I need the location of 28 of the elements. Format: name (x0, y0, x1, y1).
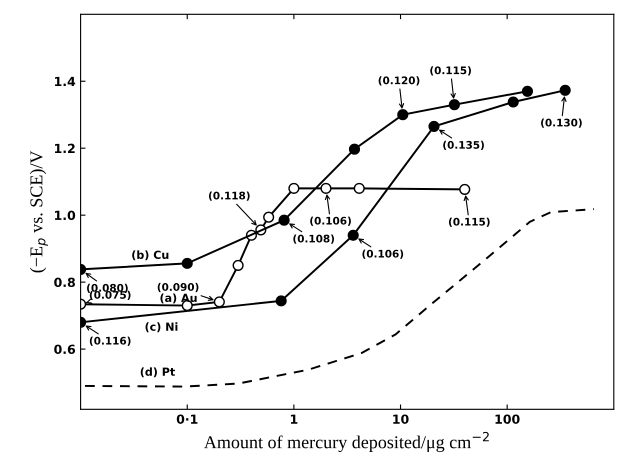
y-tick-label: 0.6 (54, 344, 76, 354)
y-tick-label: 1.4 (55, 76, 76, 86)
annotation: (0.120) (378, 76, 420, 86)
y-tick-label: 0.8 (54, 278, 75, 288)
annotation: (0.115) (448, 218, 490, 227)
x-tick-label: 100 (496, 414, 520, 424)
annotation: (0.130) (541, 118, 582, 128)
x-tick-label: 10 (393, 414, 409, 424)
annotation: (0.118) (208, 191, 250, 201)
annotation: (0.090) (158, 282, 198, 292)
annotation: (0.080) (87, 284, 128, 294)
x-tick-label: 0·1 (176, 414, 198, 424)
annotation: (0.106) (310, 216, 351, 226)
y-axis-title: (−E$_{p}$ vs. SCE)/V (30, 150, 48, 272)
annotation: (0.116) (90, 336, 131, 346)
annotation: (0.135) (443, 140, 484, 150)
y-tick-label: 1.2 (55, 144, 75, 153)
annotation: (0.115) (430, 66, 471, 76)
annotation: (d) Pt (140, 367, 175, 378)
x-tick-label: 1 (290, 414, 298, 424)
x-axis-title: Amount of mercury deposited/μg cm$^{−2}$ (204, 432, 489, 452)
annotation: (0.075) (90, 290, 131, 300)
y-tick-label: 1.0 (55, 210, 76, 220)
annotation: (c) Ni (146, 322, 178, 332)
annotation: (0.106) (362, 250, 404, 259)
annotation: (b) Cu (132, 250, 168, 260)
annotation: (0.108) (293, 234, 334, 244)
annotation: (a) Au (160, 293, 197, 304)
